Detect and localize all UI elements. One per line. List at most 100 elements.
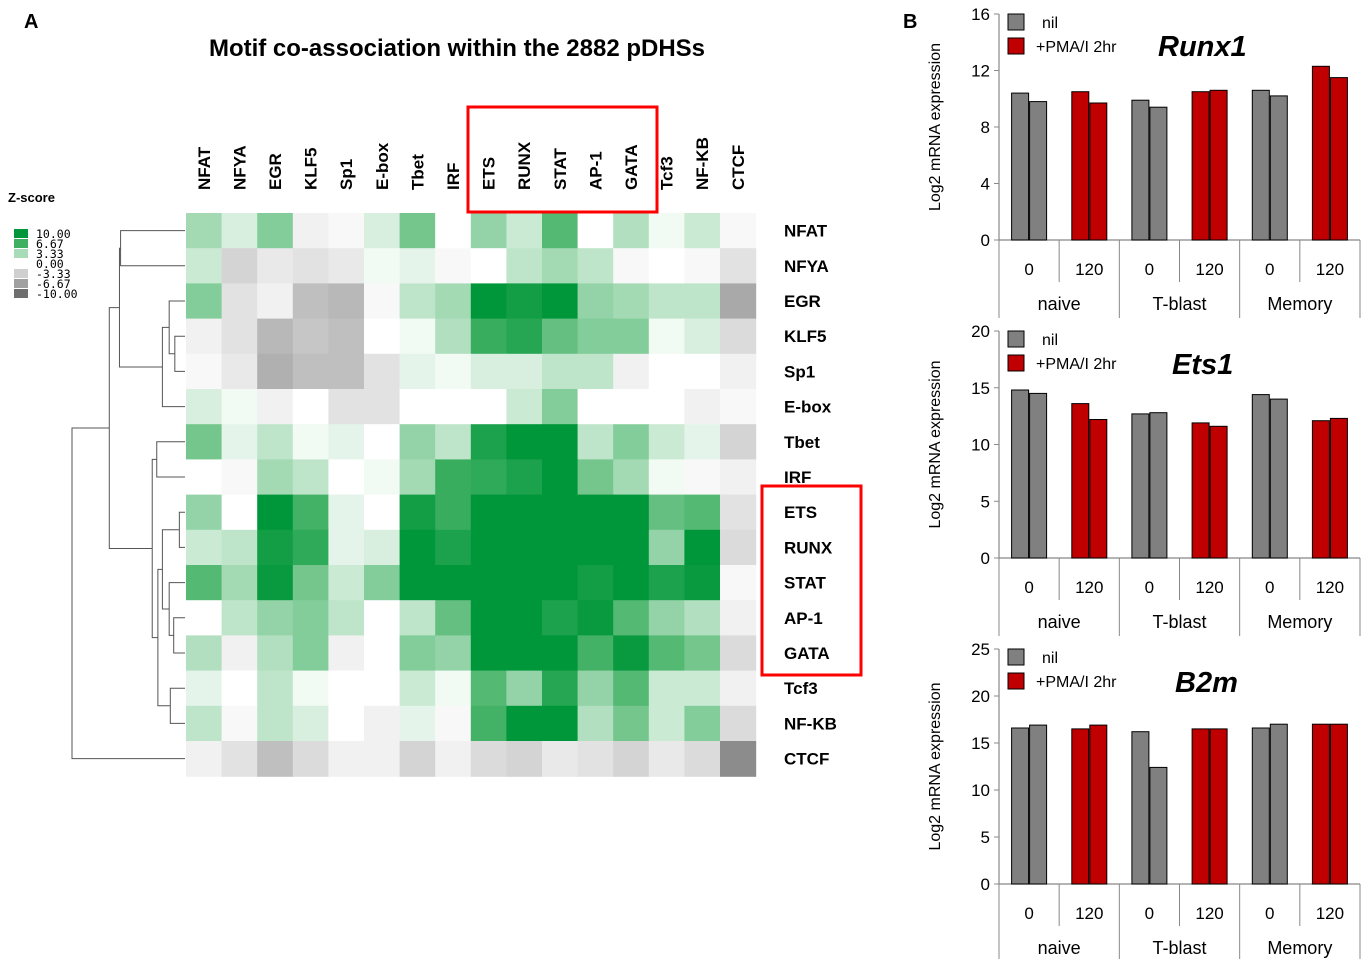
y-tick-label: 20 [971,687,990,706]
y-axis-label: Log2 mRNA expression [927,43,944,211]
heatmap-cell [328,600,365,636]
x-tick-label: 0 [1145,904,1154,923]
heatmap-cell [684,459,721,496]
heatmap-cell [399,494,436,531]
heatmap-cell [506,248,543,284]
heatmap-cell [292,565,329,601]
bar [1191,422,1210,559]
heatmap-row-label: NFAT [784,222,828,241]
dendrogram-branch [157,568,171,707]
heatmap-cell [292,705,329,742]
heatmap-cell [542,741,579,777]
heatmap-cell [542,529,579,566]
bar [1251,727,1270,885]
heatmap-cell [364,565,401,601]
heatmap-cell [720,705,757,742]
legend-swatch [14,259,28,268]
heatmap-cell [470,635,507,672]
heatmap-cell [720,529,757,566]
heatmap-row-label: KLF5 [784,327,827,346]
heatmap-cell [435,353,472,390]
bar-chart-title: Ets1 [1172,349,1233,381]
heatmap: NFAT NFYA EGR KLF5 Sp1 E-box Tbet IRF ETS RUNX STA… [186,105,863,777]
heatmap-cell [186,600,223,636]
bar [1251,394,1270,559]
heatmap-cell [506,283,543,320]
heatmap-cell [328,670,365,707]
heatmap-row-label: Sp1 [784,362,815,381]
heatmap-column-label: NF-KB [693,137,712,190]
legend-label: 10.00 [36,227,71,241]
x-tick-label: 0 [1145,578,1154,597]
heatmap-cell [613,565,650,601]
heatmap-cell [648,741,685,777]
bar [1029,101,1048,241]
heatmap-cell [399,389,436,425]
heatmap-cell [364,600,401,636]
heatmap-cell [577,459,614,496]
heatmap-cell [435,283,472,320]
dendrogram-branch [161,326,185,408]
heatmap-cell [720,424,757,460]
bar-chart-title: B2m [1175,667,1238,699]
heatmap-cell [542,353,579,390]
heatmap-cell [470,565,507,601]
heatmap-cell [257,705,294,742]
heatmap-cell [720,353,757,390]
heatmap-cell [399,353,436,390]
heatmap-cell [506,635,543,672]
heatmap-column-label: IRF [444,163,463,190]
heatmap-column-label: ETS [480,157,499,190]
heatmap-cell [257,670,294,707]
heatmap-cell [470,248,507,284]
legend-label: 0.00 [36,257,64,271]
heatmap-cell [257,248,294,284]
heatmap-cell [542,670,579,707]
bar [1269,723,1288,885]
heatmap-column-label: Sp1 [337,159,356,190]
heatmap-cell [506,213,543,249]
y-tick-label: 10 [971,436,990,455]
heatmap-cell [221,318,258,355]
heatmap-cell [720,494,757,531]
legend-swatch [14,229,28,238]
heatmap-cell [364,389,401,425]
heatmap-cell [186,459,223,496]
heatmap-cell [257,389,294,425]
heatmap-cell [720,213,757,249]
heatmap-cell [684,318,721,355]
heatmap-cell [292,600,329,636]
heatmap-cell [577,600,614,636]
heatmap-cell [257,283,294,320]
y-axis-label: Log2 mRNA expression [927,682,944,850]
heatmap-cell [221,248,258,284]
heatmap-title: Motif co-association within the 2882 pDH… [209,35,705,62]
heatmap-cell [648,353,685,390]
heatmap-cell [186,565,223,601]
heatmap-cell [221,213,258,249]
legend-label: +PMA/I 2hr [1036,356,1117,373]
heatmap-cell [613,213,650,249]
heatmap-cell [257,424,294,460]
x-tick-label: 120 [1195,578,1223,597]
bar [1329,417,1348,559]
heatmap-row-label: CTCF [784,750,829,769]
heatmap-cell [577,670,614,707]
heatmap-cell [328,459,365,496]
heatmap-cell [399,670,436,707]
x-tick-label: 0 [1145,260,1154,279]
bar [1011,727,1030,885]
heatmap-cell [399,741,436,777]
heatmap-cell [221,600,258,636]
y-tick-label: 0 [981,549,990,568]
bar [1131,99,1150,241]
legend-label: +PMA/I 2hr [1036,39,1117,56]
dendrogram-branch [156,441,185,478]
heatmap-cell [399,705,436,742]
heatmap-cell [328,248,365,284]
heatmap-cell [364,213,401,249]
heatmap-cell [720,565,757,601]
dendrogram-branch [174,335,185,372]
bar [1071,403,1090,559]
legend-label: +PMA/I 2hr [1036,674,1117,691]
